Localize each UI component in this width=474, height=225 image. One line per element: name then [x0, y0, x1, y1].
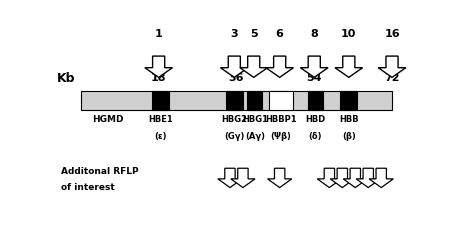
Text: 3: 3 [230, 29, 238, 39]
Polygon shape [145, 57, 173, 78]
Text: HBBP1: HBBP1 [265, 115, 297, 124]
Text: 6: 6 [276, 29, 283, 39]
Polygon shape [231, 169, 255, 188]
Polygon shape [266, 57, 293, 78]
Text: HBE1: HBE1 [148, 115, 173, 124]
Polygon shape [240, 57, 267, 78]
Polygon shape [369, 169, 393, 188]
Text: Additonal RFLP: Additonal RFLP [62, 166, 139, 176]
Text: 5: 5 [250, 29, 257, 39]
Text: HBD: HBD [305, 115, 326, 124]
Bar [226, 92, 243, 111]
Polygon shape [267, 169, 292, 188]
Text: (β): (β) [342, 131, 356, 140]
Text: HBB: HBB [339, 115, 359, 124]
Text: 54: 54 [307, 73, 322, 83]
Text: of interest: of interest [62, 182, 115, 191]
Text: (δ): (δ) [309, 131, 322, 140]
Text: (Gγ): (Gγ) [224, 131, 245, 140]
Text: 1: 1 [155, 29, 163, 39]
Text: 10: 10 [341, 29, 356, 39]
Text: (Aγ): (Aγ) [245, 131, 265, 140]
Bar [247, 92, 263, 111]
Bar [340, 92, 357, 111]
Text: HGMD: HGMD [91, 115, 123, 124]
Polygon shape [335, 57, 363, 78]
Text: 36: 36 [228, 73, 244, 83]
Polygon shape [330, 169, 355, 188]
Polygon shape [317, 169, 341, 188]
Polygon shape [343, 169, 367, 188]
Polygon shape [301, 57, 328, 78]
Polygon shape [220, 57, 248, 78]
Bar [152, 92, 170, 111]
Text: 16: 16 [384, 29, 400, 39]
Text: HBG2: HBG2 [221, 115, 247, 124]
Text: 18: 18 [151, 73, 166, 83]
Text: 72: 72 [384, 73, 400, 83]
Text: (ε): (ε) [155, 131, 167, 140]
Text: 8: 8 [310, 29, 318, 39]
Bar [81, 92, 392, 111]
Text: Kb: Kb [56, 72, 75, 84]
Polygon shape [218, 169, 242, 188]
Bar [308, 92, 323, 111]
Polygon shape [356, 169, 380, 188]
Bar [269, 92, 292, 111]
Text: (Ψβ): (Ψβ) [270, 131, 291, 140]
Text: HBG1: HBG1 [242, 115, 268, 124]
Polygon shape [378, 57, 406, 78]
